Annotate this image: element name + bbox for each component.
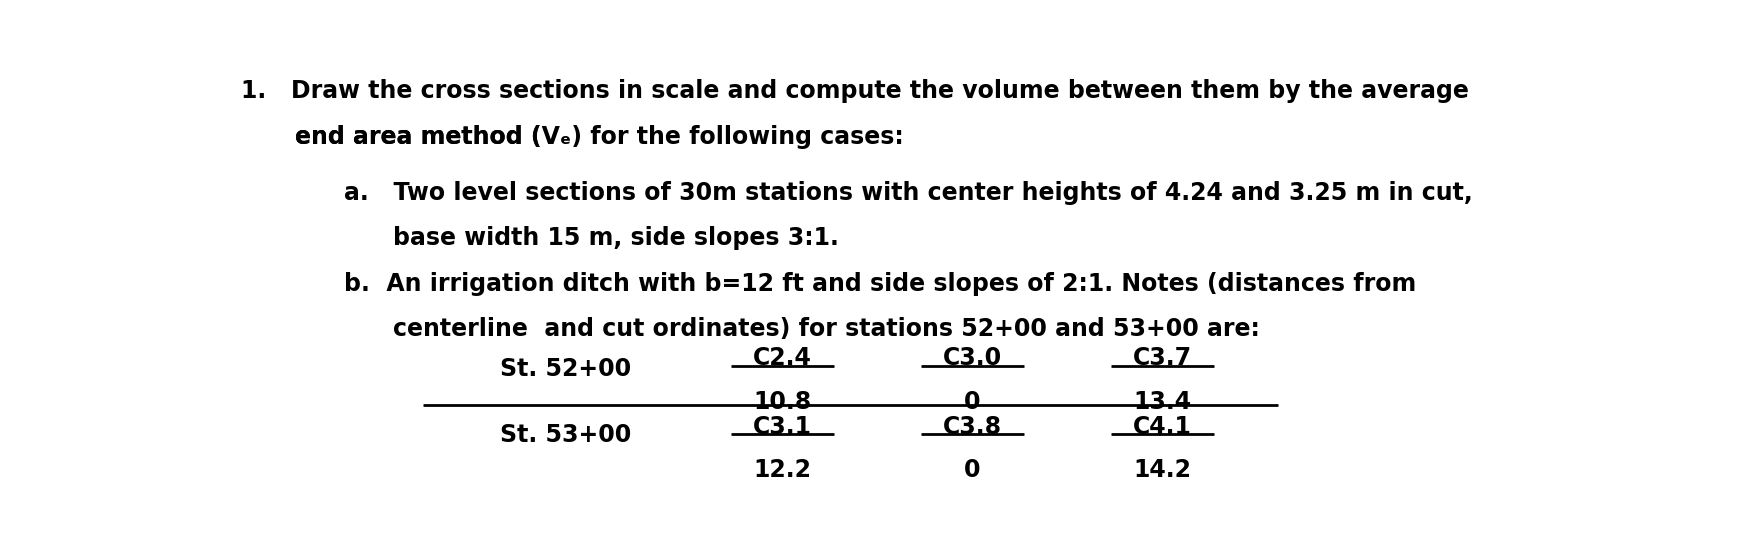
Text: 14.2: 14.2: [1134, 458, 1191, 482]
Text: 1.   Draw the cross sections in scale and compute the volume between them by the: 1. Draw the cross sections in scale and …: [240, 79, 1468, 103]
Text: 0: 0: [964, 390, 981, 414]
Text: 12.2: 12.2: [753, 458, 811, 482]
Text: base width 15 m, side slopes 3:1.: base width 15 m, side slopes 3:1.: [392, 226, 839, 250]
Text: end area method (V: end area method (V: [294, 125, 561, 148]
Text: end area method (Vₑ) for the following cases:: end area method (Vₑ) for the following c…: [294, 125, 904, 148]
Text: a.   Two level sections of 30m stations with center heights of 4.24 and 3.25 m i: a. Two level sections of 30m stations wi…: [343, 181, 1473, 204]
Text: end area method (: end area method (: [294, 125, 541, 148]
Text: C3.1: C3.1: [753, 415, 811, 438]
Text: C3.7: C3.7: [1134, 346, 1191, 370]
Text: C2.4: C2.4: [753, 346, 811, 370]
Text: C3.0: C3.0: [943, 346, 1002, 370]
Text: b.  An irrigation ditch with b=12 ft and side slopes of 2:1. Notes (distances fr: b. An irrigation ditch with b=12 ft and …: [343, 272, 1416, 296]
Text: St. 53+00: St. 53+00: [499, 423, 631, 447]
Text: 10.8: 10.8: [753, 390, 811, 414]
Text: centerline  and cut ordinates) for stations 52+00 and 53+00 are:: centerline and cut ordinates) for statio…: [392, 317, 1260, 341]
Text: C4.1: C4.1: [1134, 415, 1191, 438]
Text: St. 52+00: St. 52+00: [499, 357, 631, 381]
Text: C3.8: C3.8: [943, 415, 1002, 438]
Text: 13.4: 13.4: [1134, 390, 1191, 414]
Text: 0: 0: [964, 458, 981, 482]
